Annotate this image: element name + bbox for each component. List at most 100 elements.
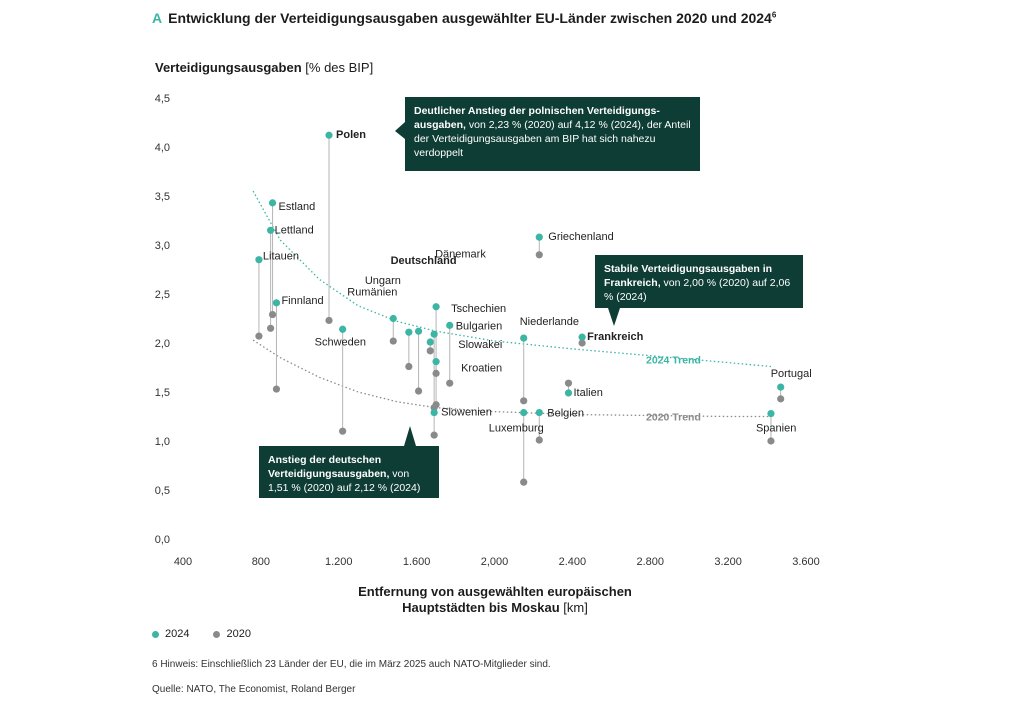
chart-title: A Entwicklung der Verteidigungsausgaben a… (152, 10, 776, 26)
x-tick-label: 1.600 (403, 556, 431, 568)
point-2020 (414, 387, 423, 395)
point-2024 (268, 199, 277, 207)
x-axis-title: Entfernung von ausgewählten europäischen… (300, 584, 690, 616)
country-label: Portugal (771, 368, 812, 380)
y-axis-title: Verteidigungsausgaben [% des BIP] (155, 60, 373, 75)
callout-poland: Deutlicher Anstieg der polnischen Vertei… (405, 97, 700, 171)
point-2024 (564, 389, 573, 397)
x-tick-label: 1.200 (325, 556, 353, 568)
x-tick-label: 3.200 (714, 556, 742, 568)
point-2024 (430, 330, 438, 338)
legend-dot-2024 (152, 630, 159, 638)
point-2020 (426, 347, 434, 355)
point-2024 (520, 334, 528, 342)
legend-item-2024: 2024 (152, 628, 189, 640)
legend-item-2020: 2020 (213, 628, 251, 640)
point-2024 (272, 299, 281, 307)
legend-dot-2020 (213, 630, 221, 638)
country-label: Finnland (281, 295, 323, 307)
point-2024 (405, 328, 413, 336)
point-2020 (267, 324, 275, 332)
point-2020 (767, 437, 775, 445)
point-2024 (432, 303, 440, 311)
callout-germany-text: von 1,51 % (2020) auf 2,12 % (2024) (268, 468, 421, 494)
x-tick-label: 3.600 (792, 556, 820, 568)
country-label: Spanien (756, 423, 796, 435)
point-2024 (767, 409, 775, 418)
point-2024 (446, 321, 454, 329)
trend-line-2020 (252, 339, 771, 418)
legend-label-2020: 2020 (226, 628, 251, 640)
country-label: Lettland (275, 224, 314, 236)
y-tick-label: 0,5 (155, 485, 170, 497)
point-2024 (325, 131, 333, 139)
legend: 2024 2020 (152, 628, 251, 640)
point-2024 (389, 314, 397, 323)
point-2024 (777, 383, 785, 391)
y-tick-label: 1,5 (155, 387, 170, 399)
callout-poland-text: von 2,23 % (2020) auf 4,12 % (2024), der… (414, 119, 691, 159)
y-axis-title-bold: Verteidigungsausgaben (155, 60, 302, 75)
source-line: Quelle: NATO, The Economist, Roland Berg… (152, 684, 356, 695)
x-axis-title-line1: Entfernung von ausgewählten europäischen (358, 584, 632, 599)
y-tick-label: 3,0 (155, 240, 170, 252)
x-tick-label: 400 (174, 556, 192, 568)
y-tick-label: 2,0 (155, 338, 170, 350)
point-2024 (432, 358, 440, 366)
y-tick-label: 0,0 (155, 534, 170, 546)
trend-label-2020: 2020 Trend (646, 412, 701, 424)
point-2020 (520, 478, 528, 486)
country-label: Bulgarien (456, 320, 502, 332)
callout-france-tail (608, 308, 620, 326)
callout-germany: Anstieg der deutschen Verteidigungsausga… (259, 446, 439, 498)
country-label: Niederlande (520, 316, 579, 328)
point-2020 (777, 395, 785, 403)
country-label: Deutschland (391, 255, 457, 267)
country-label: Polen (336, 129, 366, 141)
point-2020 (535, 251, 543, 259)
x-tick-label: 2.400 (559, 556, 587, 568)
point-2024 (535, 233, 543, 241)
point-2020 (325, 316, 333, 325)
country-label: Frankreich (587, 331, 644, 343)
callout-germany-bold: Anstieg der deutschen Verteidigungsausga… (268, 454, 390, 480)
callout-poland-bold: Deutlicher Anstieg der polnischen Vertei… (414, 105, 660, 131)
point-2024 (426, 338, 434, 346)
y-tick-label: 2,5 (155, 289, 170, 301)
footnote-mark: 6 (771, 10, 777, 20)
y-tick-label: 3,5 (155, 191, 170, 203)
trend-label-2024: 2024 Trend (646, 355, 701, 367)
point-2020 (578, 339, 586, 347)
country-label: Rumänien (347, 287, 397, 299)
y-tick-label: 4,5 (155, 93, 170, 105)
country-label: Schweden (315, 336, 366, 348)
callout-germany-tail (404, 426, 416, 446)
footnote: 6 Hinweis: Einschließlich 23 Länder der … (152, 659, 551, 670)
country-label: Estland (279, 201, 316, 213)
legend-label-2024: 2024 (165, 628, 190, 640)
point-2020 (535, 436, 543, 444)
point-2020 (389, 337, 397, 345)
country-label: Tschechien (451, 303, 506, 315)
point-2024 (255, 256, 263, 264)
point-2024 (535, 408, 543, 417)
country-label: Ungarn (365, 275, 401, 287)
country-label: Slowenien (441, 407, 492, 419)
point-2020 (446, 379, 454, 387)
point-2024 (520, 408, 528, 417)
point-2024 (339, 325, 347, 333)
point-2024 (430, 408, 438, 417)
point-2020 (255, 332, 263, 340)
point-2024 (414, 327, 423, 335)
point-2024 (267, 226, 275, 234)
point-2020 (430, 431, 438, 439)
callout-france-text: von 2,00 % (2020) auf 2,06 % (2024) (604, 277, 791, 303)
callout-france-bold: Stabile Verteidigungsausgaben in Frankre… (604, 263, 773, 289)
country-label: Griechenland (548, 231, 613, 243)
callout-poland-tail (395, 122, 405, 139)
x-axis-title-unit: [km] (563, 600, 588, 615)
country-label: Italien (573, 387, 602, 399)
point-2020 (268, 310, 277, 319)
x-axis-title-line2: Hauptstädten bis Moskau (402, 600, 560, 615)
